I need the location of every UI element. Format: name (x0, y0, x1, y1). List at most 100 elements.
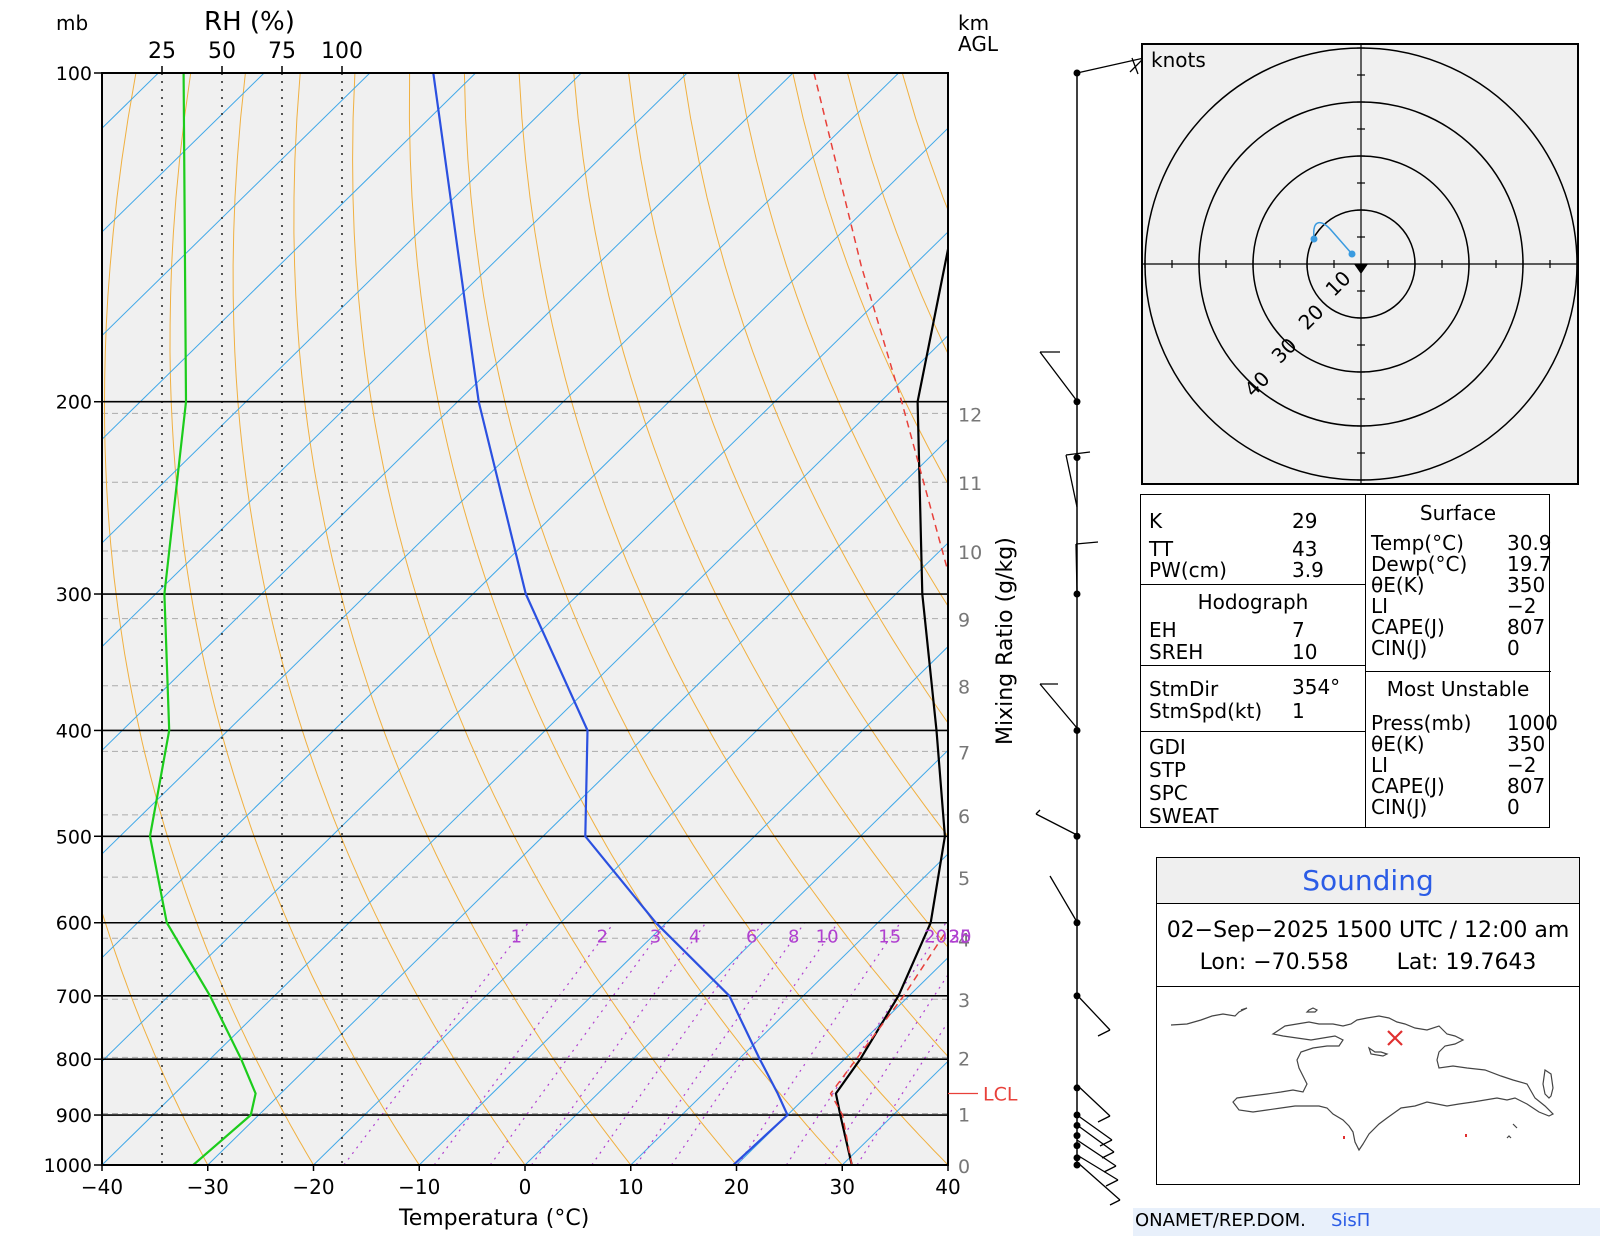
indices-row-sep (1141, 731, 1365, 732)
indices-row-sep (1141, 665, 1365, 666)
stmspd-value: 1 (1292, 699, 1305, 723)
wind-barb (1076, 1114, 1113, 1147)
mu-press-label: Press(mb) (1371, 711, 1472, 735)
pressure-tick-label: 500 (56, 826, 92, 848)
temperature-tick-label: −30 (187, 1175, 229, 1199)
height-tick-label: 3 (958, 990, 970, 1012)
pressure-tick-label: 700 (56, 986, 92, 1008)
dry-adiabat (682, 73, 948, 724)
sweat-label: SWEAT (1149, 804, 1219, 828)
surface-dewp-label: Dewp(°C) (1371, 552, 1468, 576)
surface-cape-label: CAPE(J) (1371, 615, 1445, 639)
dry-adiabat (573, 73, 948, 948)
mu-cape-value: 807 (1507, 774, 1546, 798)
wind-barb (1049, 875, 1078, 923)
sounding-location: Lon: −70.558 Lat: 19.7643 (1157, 950, 1579, 975)
lcl-label: LCL (983, 1083, 1018, 1105)
mu-theta-label: θE(K) (1371, 732, 1425, 756)
wind-level-dot (1073, 1132, 1081, 1140)
wind-barb (1065, 451, 1091, 508)
isotherm (207, 438, 948, 1165)
k-index-label: K (1149, 509, 1163, 533)
surface-section-title: Surface (1419, 501, 1497, 525)
mixing-ratio-tick-label: 30 (949, 926, 972, 947)
mu-cin-value: 0 (1507, 795, 1520, 819)
indices-row-sep (1141, 584, 1365, 585)
pressure-tick-label: 100 (56, 63, 92, 85)
height-tick-label: 2 (958, 1048, 970, 1070)
storm-motion-icon (1354, 264, 1368, 274)
height-tick-label: 9 (958, 610, 970, 632)
wind-barb (1076, 1139, 1117, 1173)
indices-row-sep (1365, 671, 1551, 672)
hodograph-section-title: Hodograph (1197, 590, 1309, 614)
height-axis-title-line: AGL (958, 32, 999, 56)
surface-li-value: −2 (1507, 594, 1537, 618)
hodograph-point (1348, 250, 1356, 258)
wind-barb (1076, 1084, 1111, 1123)
temperature-tick-label: 10 (618, 1175, 643, 1199)
hodograph-point (1310, 235, 1318, 243)
dry-adiabat (102, 910, 209, 1165)
rh-tick-label: 50 (208, 39, 236, 64)
indices-table: K 29 TT 43 PW(cm) 3.9 Hodograph EH 7 SRE… (1140, 494, 1558, 828)
mu-li-value: −2 (1507, 753, 1537, 777)
tt-index-label: TT (1149, 537, 1174, 561)
isotherm (102, 73, 582, 544)
isotherm (102, 334, 948, 1165)
wind-level-dot (1073, 398, 1081, 406)
wind-barb (1039, 683, 1078, 729)
dry-adiabat (628, 73, 948, 838)
dewpoint-profile-line (432, 73, 789, 1165)
height-tick-label: 10 (958, 542, 982, 564)
pressure-tick-label: 300 (56, 584, 92, 606)
most-unstable-title: Most Unstable (1386, 677, 1530, 701)
mixing-ratio-tick-label: 4 (689, 926, 700, 947)
mixing-ratio-tick-label: 25 (949, 926, 972, 947)
pressure-tick-label: 600 (56, 913, 92, 935)
pressure-tick-label: 1000 (44, 1155, 92, 1177)
rh-profile-line (148, 73, 257, 1165)
wind-barb (1076, 994, 1111, 1037)
sounding-title: Sounding (1157, 858, 1579, 904)
mixing-ratio-tick-label: 15 (878, 926, 901, 947)
mixing-ratio-tick-label: 8 (788, 926, 799, 947)
station-marker-icon (1387, 1030, 1403, 1046)
wind-level-dot (1073, 1142, 1081, 1150)
height-tick-label: 5 (958, 868, 970, 890)
lat-label: Lat: (1396, 950, 1439, 975)
mu-cape-label: CAPE(J) (1371, 774, 1445, 798)
stmdir-value: 354° (1292, 675, 1341, 699)
isotherm (102, 73, 794, 751)
wind-barb (1075, 541, 1099, 593)
mixing-ratio-line (433, 922, 615, 1165)
wind-level-dot (1073, 454, 1081, 462)
spc-label: SPC (1149, 781, 1188, 805)
hispaniola-outline (1170, 1007, 1555, 1152)
wind-barb (1076, 57, 1145, 75)
lon-label: Lon: (1199, 950, 1247, 975)
height-tick-label: 11 (958, 473, 982, 495)
rh-tick-label: 25 (148, 39, 176, 64)
dry-adiabat (232, 73, 526, 1165)
dry-adiabat (518, 73, 948, 1058)
wind-level-dot (1073, 726, 1081, 734)
footer-bar: ONAMET/REP.DOM. SisΠ (1133, 1208, 1600, 1236)
temperature-tick-label: −40 (81, 1175, 123, 1199)
isotherm (102, 73, 476, 440)
height-tick-label: 1 (958, 1104, 970, 1126)
isotherm (418, 645, 948, 1165)
stp-label: STP (1149, 758, 1186, 782)
stmdir-label: StmDir (1149, 677, 1219, 701)
eh-label: EH (1149, 618, 1177, 642)
footer-system: SisΠ (1331, 1210, 1371, 1231)
mu-li-label: LI (1371, 753, 1389, 777)
surface-temp-value: 30.9 (1507, 531, 1552, 555)
dry-adiabat (352, 73, 737, 1165)
dry-adiabat (463, 73, 948, 1165)
mu-cin-label: CIN(J) (1371, 795, 1428, 819)
surface-cape-value: 807 (1507, 615, 1546, 639)
tt-index-value: 43 (1292, 537, 1318, 561)
temperature-tick-label: −20 (292, 1175, 334, 1199)
dry-adiabat (103, 73, 314, 1165)
